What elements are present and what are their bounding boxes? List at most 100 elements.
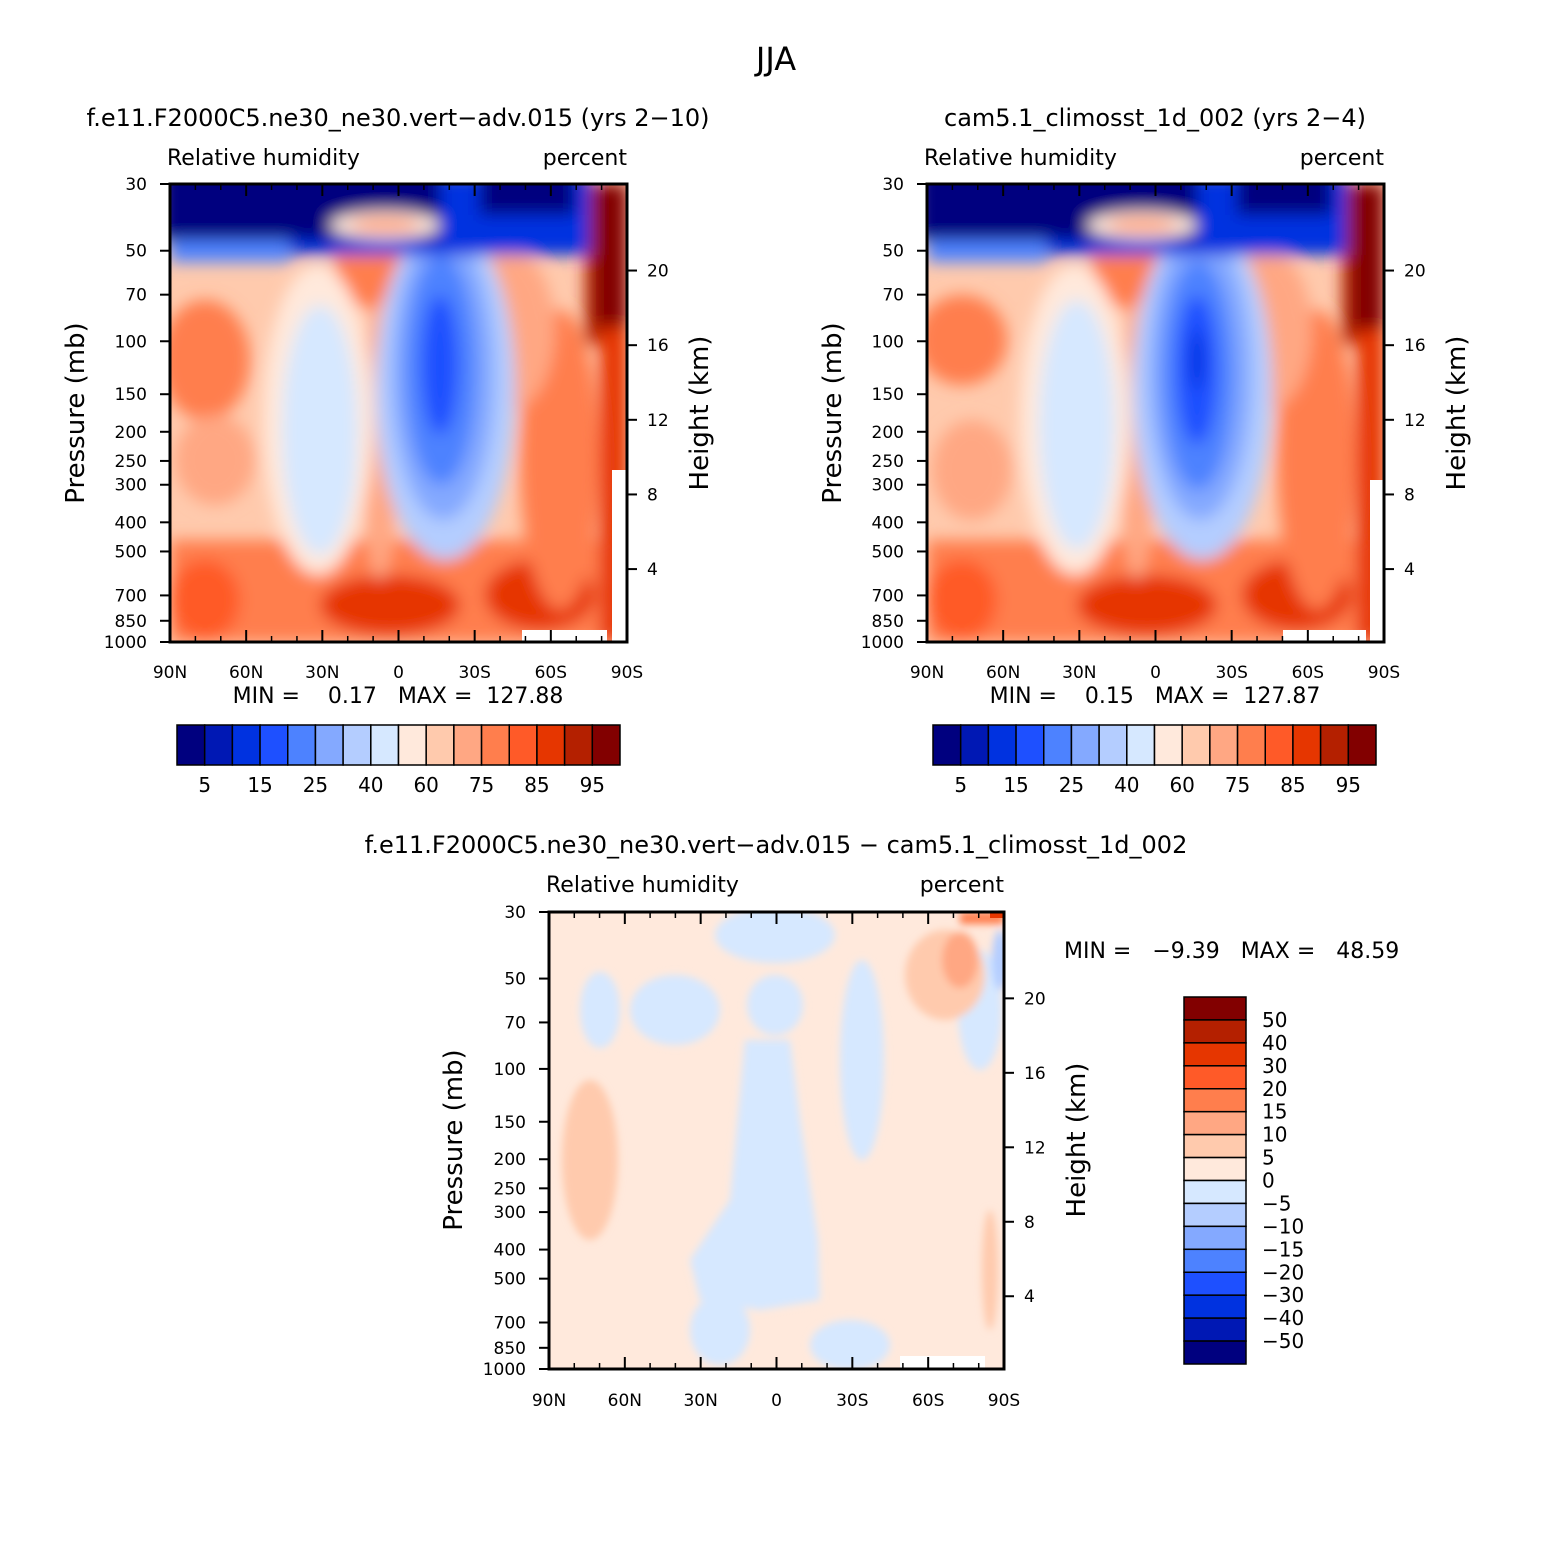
pressure-tick-label: 50 xyxy=(125,242,147,262)
colorbar-label: 20 xyxy=(1262,1077,1287,1101)
pressure-tick-label: 70 xyxy=(125,286,147,306)
colorbar-swatch xyxy=(231,724,261,766)
colorbar-label: 15 xyxy=(1003,773,1028,797)
colorbar-label: 85 xyxy=(1280,773,1305,797)
pressure-tick-label: 50 xyxy=(504,970,526,990)
pressure-tick-label: 850 xyxy=(494,1339,526,1359)
lat-tick-label: 60S xyxy=(1292,663,1324,683)
pressure-tick-label: 500 xyxy=(115,542,147,562)
height-tick-label: 8 xyxy=(647,485,658,505)
units-label: percent xyxy=(543,146,628,171)
colorbar-swatch xyxy=(203,724,234,766)
colorbar-label: 95 xyxy=(1336,773,1361,797)
panel-test: f.e11.F2000C5.ne30_ne30.vert−adv.015 (yr… xyxy=(61,104,715,797)
pressure-tick-label: 700 xyxy=(872,586,904,606)
colorbar-swatch xyxy=(342,724,372,766)
colorbar-swatch xyxy=(1183,1065,1247,1090)
colorbar-swatch xyxy=(959,724,990,766)
pressure-tick-label: 400 xyxy=(115,513,147,533)
units-label: percent xyxy=(1300,146,1385,171)
lat-tick-label: 30N xyxy=(305,663,339,683)
colorbar-swatch xyxy=(1126,724,1156,766)
lat-tick-label: 90S xyxy=(988,1391,1020,1411)
colorbar-swatch xyxy=(1347,724,1377,766)
panel-difference: f.e11.F2000C5.ne30_ne30.vert−adv.015 − c… xyxy=(365,831,1400,1411)
colorbar-swatch xyxy=(1292,724,1322,766)
colorbar-label: 40 xyxy=(1262,1031,1287,1055)
colorbar-swatch xyxy=(1183,1225,1247,1251)
y-axis-label-right: Height (km) xyxy=(1062,1063,1092,1218)
pressure-tick-label: 500 xyxy=(872,542,904,562)
pressure-tick-label: 500 xyxy=(494,1270,526,1290)
units-label: percent xyxy=(920,873,1005,898)
lat-tick-label: 30S xyxy=(458,663,490,683)
colorbar-swatch xyxy=(1015,724,1045,766)
variable-label: Relative humidity xyxy=(546,873,739,898)
colorbar-swatch xyxy=(1098,724,1128,766)
lat-tick-label: 60N xyxy=(229,663,263,683)
pressure-tick-label: 1000 xyxy=(104,633,147,653)
pressure-tick-label: 200 xyxy=(115,423,147,443)
colorbar-label: 15 xyxy=(1262,1100,1287,1124)
colorbar-swatch xyxy=(563,724,594,766)
colorbar-swatch xyxy=(453,724,483,766)
colorbar-swatch xyxy=(480,724,510,766)
colorbar: 5 15 25 40 60 75 85 95 xyxy=(932,724,1377,797)
height-tick-label: 16 xyxy=(647,336,669,356)
pressure-tick-label: 200 xyxy=(494,1150,526,1170)
colorbar-swatch xyxy=(176,724,206,766)
height-tick-label: 12 xyxy=(1024,1138,1046,1158)
lat-tick-label: 0 xyxy=(771,1391,782,1411)
y-axis-label: Pressure (mb) xyxy=(818,322,848,503)
height-tick-label: 16 xyxy=(1024,1064,1046,1084)
lat-tick-label: 30N xyxy=(683,1391,717,1411)
min-max-text: MIN = 0.17 MAX = 127.88 xyxy=(233,684,564,709)
min-max-text: MIN = −9.39 MAX = 48.59 xyxy=(1064,939,1399,964)
colorbar: 5 15 25 40 60 75 85 95 xyxy=(176,724,621,797)
colorbar-swatch xyxy=(1183,1042,1247,1067)
lat-tick-label: 90S xyxy=(1368,663,1400,683)
colorbar-swatch xyxy=(1183,1179,1247,1205)
colorbar-swatch xyxy=(1183,1340,1247,1365)
pressure-tick-label: 100 xyxy=(115,332,147,352)
pressure-tick-label: 300 xyxy=(494,1203,526,1223)
colorbar-swatch xyxy=(591,724,621,766)
height-tick-label: 4 xyxy=(1404,560,1415,580)
pressure-tick-label: 300 xyxy=(872,476,904,496)
pressure-tick-label: 400 xyxy=(494,1241,526,1261)
colorbar-label: −15 xyxy=(1262,1237,1304,1261)
pressure-tick-label: 30 xyxy=(882,175,904,195)
colorbar-swatch xyxy=(1183,1248,1247,1273)
pressure-tick-label: 70 xyxy=(882,286,904,306)
colorbar-swatch xyxy=(536,724,566,766)
pressure-tick-label: 700 xyxy=(494,1314,526,1334)
height-tick-label: 8 xyxy=(1024,1213,1035,1233)
lat-tick-label: 60N xyxy=(608,1391,642,1411)
pressure-tick-label: 400 xyxy=(872,513,904,533)
colorbar-swatch xyxy=(1183,996,1247,1021)
lat-tick-label: 60S xyxy=(535,663,567,683)
colorbar-swatch xyxy=(1153,724,1183,766)
height-tick-label: 20 xyxy=(1404,262,1426,282)
height-tick-label: 20 xyxy=(647,262,669,282)
height-tick-label: 12 xyxy=(1404,411,1426,431)
colorbar-label: 75 xyxy=(1225,773,1250,797)
pressure-tick-label: 850 xyxy=(115,612,147,632)
height-tick-label: 4 xyxy=(647,560,658,580)
colorbar-label: −50 xyxy=(1262,1329,1304,1353)
colorbar-label: 10 xyxy=(1262,1123,1287,1147)
colorbar-swatch xyxy=(1183,1110,1247,1136)
pressure-tick-label: 100 xyxy=(872,332,904,352)
lat-tick-label: 90N xyxy=(910,663,944,683)
y-axis-label-right: Height (km) xyxy=(1442,336,1472,491)
height-tick-label: 4 xyxy=(1024,1287,1035,1307)
y-axis-label-right: Height (km) xyxy=(685,336,715,491)
pressure-tick-label: 50 xyxy=(882,242,904,262)
contour-field xyxy=(927,184,1384,642)
variable-label: Relative humidity xyxy=(924,146,1117,171)
pressure-tick-label: 850 xyxy=(872,612,904,632)
colorbar-swatch xyxy=(1183,1271,1247,1296)
pressure-tick-label: 250 xyxy=(872,452,904,472)
pressure-tick-label: 150 xyxy=(494,1113,526,1133)
